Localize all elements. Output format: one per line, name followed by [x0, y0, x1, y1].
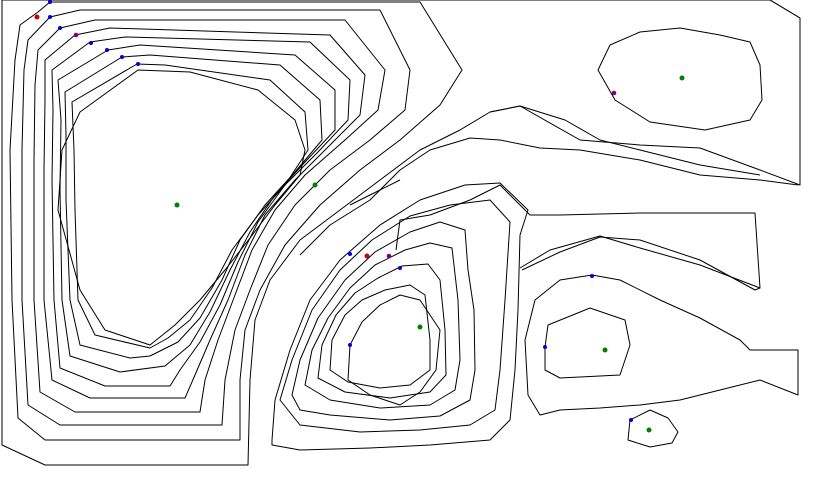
- contour-line: [317, 263, 447, 399]
- contour-line: [521, 236, 761, 291]
- point-green: [646, 427, 652, 433]
- contour-line: [271, 182, 529, 451]
- contour-lines: [1, 0, 801, 466]
- contour-line: [71, 63, 309, 349]
- point-blue: [590, 274, 594, 278]
- point-blue: [89, 41, 93, 45]
- contour-line: [21, 9, 411, 426]
- contour-line: [64, 54, 323, 359]
- point-blue: [398, 266, 402, 270]
- contour-line: [51, 36, 351, 387]
- point-blue: [105, 48, 109, 52]
- point-blue: [629, 418, 633, 422]
- contour-line: [489, 105, 761, 176]
- contour-line: [395, 184, 761, 289]
- contour-line: [9, 1, 463, 441]
- point-green: [174, 202, 180, 208]
- point-blue: [348, 343, 352, 347]
- point-red: [364, 253, 370, 259]
- contour-line: [349, 179, 401, 206]
- contour-line: [57, 69, 306, 346]
- point-blue: [120, 55, 124, 59]
- contour-line: [33, 19, 386, 413]
- contour-line: [304, 242, 461, 409]
- contour-line: [1, 0, 801, 466]
- point-green: [312, 182, 318, 188]
- point-purple: [611, 90, 617, 96]
- point-green: [602, 347, 608, 353]
- point-red: [34, 14, 40, 20]
- point-blue: [543, 345, 547, 349]
- contour-line: [57, 44, 336, 373]
- contour-line: [43, 27, 366, 399]
- point-blue: [58, 26, 62, 30]
- contour-line: [299, 137, 799, 256]
- contour-line: [597, 27, 763, 131]
- contour-line: [291, 221, 476, 421]
- point-blue: [348, 252, 352, 256]
- contour-line: [524, 274, 799, 416]
- point-purple: [73, 32, 79, 38]
- contour-line: [627, 409, 679, 448]
- contour-line: [279, 199, 511, 433]
- point-blue: [48, 15, 52, 19]
- contour-line: [769, 0, 801, 19]
- point-green: [417, 324, 423, 330]
- point-green: [679, 75, 685, 81]
- contour-line: [329, 284, 431, 389]
- point-blue: [136, 62, 140, 66]
- contour-line: [347, 294, 441, 406]
- point-blue: [48, 0, 52, 4]
- contour-line: [544, 307, 631, 379]
- point-purple: [386, 253, 392, 259]
- data-points: [34, 0, 685, 433]
